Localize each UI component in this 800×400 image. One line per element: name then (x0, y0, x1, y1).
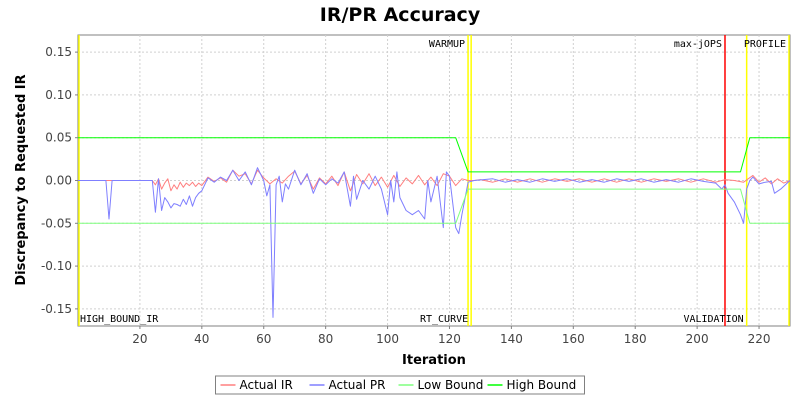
legend-label: Low Bound (418, 378, 484, 392)
legend-label: Actual IR (240, 378, 293, 392)
series-line (78, 188, 790, 224)
marker-label: VALIDATION (683, 314, 743, 325)
x-tick-label: 200 (686, 332, 709, 346)
x-tick-label: 20 (132, 332, 147, 346)
marker-label: max-jOPS (674, 39, 722, 50)
x-tick-label: 220 (748, 332, 771, 346)
x-tick-label: 40 (194, 332, 209, 346)
x-tick-label: 80 (318, 332, 333, 346)
x-tick-label: 160 (562, 332, 585, 346)
y-axis-label: Discrepancy to Requested IR (14, 74, 29, 285)
y-tick-label: 0.05 (45, 131, 72, 145)
y-tick-label: 0.00 (45, 174, 72, 188)
series-line (78, 137, 790, 173)
x-axis-label: Iteration (402, 353, 466, 368)
chart-title: IR/PR Accuracy (320, 4, 481, 26)
y-tick-label: -0.05 (41, 216, 72, 230)
marker-label: HIGH_BOUND_IR (80, 314, 159, 325)
legend-item: Actual IR (220, 378, 293, 392)
x-tick-label: 100 (376, 332, 399, 346)
legend-item: Low Bound (398, 378, 484, 392)
marker-label: RT_CURVE (420, 314, 468, 325)
y-tick-label: 0.15 (45, 45, 72, 59)
marker-label: WARMUP (429, 39, 465, 50)
marker-label: PROFILE (744, 39, 786, 50)
x-tick-label: 140 (500, 332, 523, 346)
legend-label: Actual PR (329, 378, 386, 392)
legend-label: High Bound (507, 378, 577, 392)
y-tick-label: -0.10 (41, 259, 72, 273)
y-tick-label: -0.15 (41, 302, 72, 316)
x-tick-label: 60 (256, 332, 271, 346)
legend-item: Actual PR (309, 378, 386, 392)
legend-item: High Bound (487, 378, 577, 392)
series-line (78, 167, 791, 318)
legend: Actual IR Actual PR Low Bound High Bound (215, 375, 585, 395)
y-tick-label: 0.10 (45, 88, 72, 102)
x-tick-label: 120 (438, 332, 461, 346)
x-tick-label: 180 (624, 332, 647, 346)
